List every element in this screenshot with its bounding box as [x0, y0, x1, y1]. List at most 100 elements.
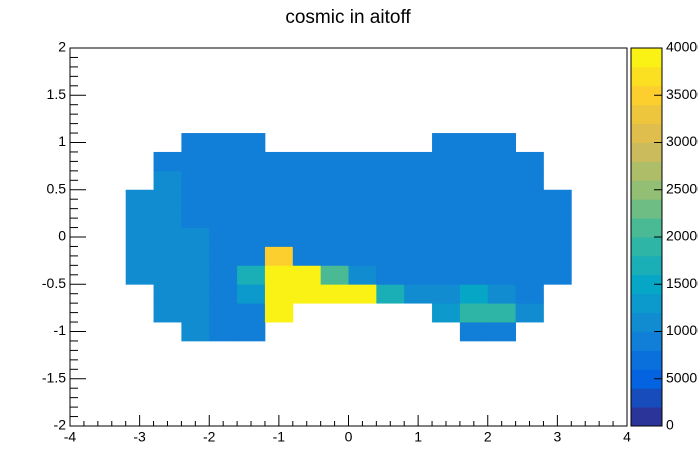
heatmap-cell: [320, 208, 349, 228]
heatmap-cell: [543, 189, 572, 210]
heatmap-cell: [487, 227, 516, 247]
colorbar-band: [631, 312, 662, 332]
y-tick-label: -1.5: [42, 369, 66, 385]
heatmap-cell: [487, 189, 516, 210]
heatmap-cell: [515, 189, 544, 210]
heatmap-cell: [348, 265, 377, 285]
heatmap-cell: [515, 227, 544, 247]
heatmap-cell: [264, 151, 294, 172]
heatmap-cell: [181, 227, 210, 247]
y-tick-label: 0.5: [47, 180, 67, 196]
heatmap-cell: [348, 208, 377, 228]
colorbar-band: [631, 407, 662, 427]
heatmap-cell: [459, 208, 489, 228]
heatmap-cell: [487, 170, 516, 191]
heatmap-cell: [376, 151, 405, 172]
heatmap-cell: [459, 189, 489, 210]
heatmap-cell: [487, 208, 516, 228]
heatmap-cell: [320, 246, 349, 266]
y-tick-label: 1.5: [47, 86, 67, 102]
heatmap-cell: [292, 189, 322, 210]
heatmap-cell: [376, 208, 405, 228]
heatmap-cell: [515, 170, 544, 191]
heatmap-cell: [543, 265, 572, 285]
heatmap-cell: [209, 189, 238, 210]
heatmap-cell: [237, 189, 266, 210]
heatmap-cell: [237, 208, 266, 228]
heatmap-cell: [292, 151, 322, 172]
heatmap-cell: [320, 265, 349, 285]
colorbar-band: [631, 85, 662, 106]
z-tick-label: 5000: [666, 369, 697, 385]
y-tick-label: 2: [58, 39, 66, 55]
x-tick-label: 3: [553, 429, 561, 445]
heatmap-cell: [404, 151, 433, 172]
heatmap-cell: [432, 265, 461, 285]
colorbar-band: [631, 293, 662, 313]
heatmap-cell: [376, 246, 405, 266]
heatmap-cell: [432, 151, 461, 172]
heatmap-cell: [459, 227, 489, 247]
heatmap-cell: [181, 322, 210, 342]
heatmap-cell: [487, 322, 516, 342]
heatmap-cell: [404, 189, 433, 210]
z-tick-label: 30000: [666, 133, 698, 149]
heatmap-cell: [404, 265, 433, 285]
heatmap-cell: [459, 265, 489, 285]
heatmap-cell: [404, 208, 433, 228]
heatmap-cell: [153, 208, 182, 228]
x-tick-label: 4: [623, 429, 631, 445]
heatmap-cell: [181, 170, 210, 191]
heatmap-cell: [432, 246, 461, 266]
x-tick-label: 2: [484, 429, 492, 445]
heatmap-cell: [292, 170, 322, 191]
heatmap-cell: [181, 189, 210, 210]
heatmap-cell: [376, 227, 405, 247]
heatmap-cell: [209, 227, 238, 247]
heatmap-cell: [432, 170, 461, 191]
heatmap-cell: [292, 284, 322, 304]
heatmap-cell: [181, 208, 210, 228]
heatmap-cell: [487, 303, 516, 323]
heatmap-cell: [376, 284, 405, 304]
x-tick-label: 1: [414, 429, 422, 445]
heatmap-cell: [404, 284, 433, 304]
heatmap-cell: [348, 170, 377, 191]
heatmap-cell: [459, 303, 489, 323]
heatmap-cell: [292, 208, 322, 228]
heatmap-cell: [487, 246, 516, 266]
heatmap-cell: [515, 246, 544, 266]
heatmap-cell: [543, 246, 572, 266]
x-tick-label: -3: [133, 429, 146, 445]
colorbar-band: [631, 331, 662, 351]
heatmap-cell: [264, 303, 294, 323]
heatmap-cell: [153, 189, 182, 210]
heatmap-cell: [237, 284, 266, 304]
heatmap-cell: [543, 208, 572, 228]
heatmap-cell: [459, 284, 489, 304]
z-tick-label: 20000: [666, 228, 698, 244]
heatmap-cell: [153, 246, 182, 266]
heatmap-cell: [153, 170, 182, 191]
heatmap-cell: [515, 284, 544, 304]
heatmap-cell: [237, 133, 266, 153]
heatmap-cell: [264, 170, 294, 191]
y-tick-label: 0: [58, 228, 66, 244]
heatmap-cell: [209, 246, 238, 266]
heatmap-cell: [264, 265, 294, 285]
heatmap-cell: [459, 151, 489, 172]
heatmap-cell: [209, 284, 238, 304]
heatmap-cell: [181, 284, 210, 304]
heatmap-cell: [376, 189, 405, 210]
heatmap-cell: [376, 170, 405, 191]
heatmap-cell: [209, 133, 238, 153]
heatmap-cell: [125, 227, 154, 247]
heatmap-cell: [487, 133, 516, 153]
heatmap-cell: [209, 151, 238, 172]
chart-title: cosmic in aitoff: [285, 7, 411, 28]
colorbar-band: [631, 123, 662, 143]
colorbar-band: [631, 104, 662, 124]
heatmap-cell: [432, 284, 461, 304]
x-tick-label: 0: [345, 429, 353, 445]
heatmap-cell: [209, 322, 238, 342]
